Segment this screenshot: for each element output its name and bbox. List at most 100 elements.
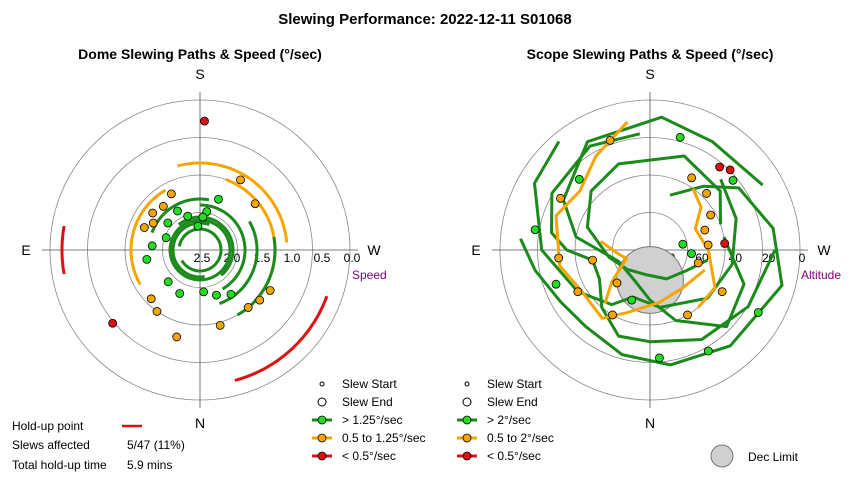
dome-point-mid — [148, 218, 158, 228]
scope-point-fast — [574, 174, 584, 184]
scope-point-mid — [717, 287, 727, 297]
dome-path-mid — [177, 161, 289, 243]
dome-point-mid — [152, 307, 162, 316]
legend-fast-marker — [317, 415, 327, 425]
scope-point-mid — [554, 253, 564, 263]
scope-radial-tick: 0 — [799, 251, 806, 265]
legend-fast-marker — [462, 415, 472, 425]
dome-point-mid — [158, 201, 168, 211]
dome-point-fast — [163, 218, 173, 228]
scope-compass-left: E — [471, 242, 480, 258]
dome-point-mid — [215, 320, 225, 330]
legend-end-marker — [317, 397, 327, 407]
legend-end-marker — [462, 397, 472, 407]
dome-legend-end: Slew End — [342, 395, 393, 409]
dome-legend-mid: 0.5 to 1.25°/sec — [342, 431, 426, 445]
dome-path-fast — [171, 221, 210, 279]
dome-point-mid — [148, 208, 158, 218]
scope-legend-end: Slew End — [487, 395, 538, 409]
scope-point-fast — [703, 346, 713, 356]
scope-point-mid — [683, 310, 692, 320]
scope-point-fast — [530, 225, 540, 235]
dome-path-fast — [200, 203, 247, 291]
scope-data — [519, 115, 784, 367]
scope-point-slow — [725, 165, 735, 175]
dome-compass-top: S — [195, 66, 204, 82]
dome-title: Dome Slewing Paths & Speed (°/sec) — [78, 46, 322, 62]
dome-point-fast — [147, 241, 157, 251]
dome-path-fast — [177, 227, 223, 273]
dome-legend-slow: < 0.5°/sec — [342, 449, 396, 463]
scope-legend-start: Slew Start — [487, 377, 542, 391]
scope-point-mid — [588, 255, 597, 265]
scope-point-mid — [702, 189, 711, 198]
holdup-affected-label: Slews affected — [12, 438, 90, 452]
dome-point-mid — [265, 286, 275, 295]
legend-start-marker — [319, 381, 325, 387]
scope-point-mid — [693, 258, 703, 268]
dome-grid: 2.5 2.0 1.5 1.0 0.5 0.0 — [42, 92, 361, 408]
scope-point-slow — [715, 162, 725, 172]
dome-point-slow — [200, 116, 209, 126]
legend-dec-limit-marker — [710, 444, 734, 468]
legend-mid-marker — [462, 433, 472, 443]
dome-radial-tick: 0.0 — [344, 251, 361, 265]
scope-legend: Slew Start Slew End > 2°/sec 0.5 to 2°/s… — [457, 377, 799, 468]
dome-point-mid — [166, 189, 176, 199]
dome-point-fast — [163, 277, 173, 287]
scope-point-fast — [687, 249, 696, 259]
scope-point-fast — [675, 132, 685, 142]
scope-point-mid — [612, 278, 622, 288]
scope-point-mid — [703, 240, 713, 250]
dome-point-mid — [146, 294, 156, 304]
dome-point-fast — [214, 194, 223, 204]
dome-point-mid — [236, 175, 245, 185]
dome-point-fast — [212, 290, 221, 300]
scope-point-mid — [706, 210, 716, 220]
scope-radial-label: Altitude — [801, 268, 841, 282]
scope-compass-top: S — [645, 66, 654, 82]
dome-point-mid — [243, 303, 253, 312]
dome-radial-label: Speed — [352, 268, 387, 282]
scope-point-fast — [655, 353, 664, 363]
holdup-info: Hold-up point Slews affected 5/47 (11%) … — [12, 419, 185, 472]
scope-compass-right: W — [817, 242, 831, 258]
dome-point-mid — [255, 295, 265, 305]
dome-point-fast — [161, 233, 171, 243]
scope-point-mid — [556, 193, 565, 203]
dome-point-fast — [226, 289, 236, 299]
scope-polar-chart: Scope Slewing Paths & Speed (°/sec) 8060… — [471, 46, 841, 431]
scope-path-fast — [550, 132, 777, 344]
dome-polar-chart: Dome Slewing Paths & Speed (°/sec) 2.5 2.… — [21, 46, 386, 431]
dome-point-fast — [183, 211, 193, 221]
scope-point-mid — [608, 310, 617, 320]
scope-path-fast — [519, 184, 784, 367]
dome-point-slow — [108, 318, 118, 328]
dome-path-mid — [129, 188, 167, 286]
scope-path-fast — [585, 154, 722, 281]
dome-legend: Slew Start Slew End > 1.25°/sec 0.5 to 1… — [312, 377, 426, 463]
dome-point-mid — [139, 223, 149, 232]
dome-radial-tick: 0.5 — [314, 251, 331, 265]
scope-point-fast — [627, 295, 637, 305]
legend-slow-marker — [317, 451, 327, 461]
dome-point-fast — [175, 289, 185, 298]
dome-compass-right: W — [367, 242, 381, 258]
dome-path-slow — [234, 295, 329, 382]
scope-point-fast — [678, 239, 688, 249]
dome-point-fast — [198, 212, 208, 222]
dome-point-mid — [172, 332, 182, 342]
holdup-time-value: 5.9 mins — [127, 458, 172, 472]
legend-mid-marker — [317, 433, 327, 443]
dome-point-fast — [193, 221, 203, 231]
dome-radial-tick: 1.0 — [284, 251, 301, 265]
dome-point-fast — [173, 206, 182, 216]
dome-point-fast — [199, 287, 209, 297]
dome-point-fast — [142, 254, 152, 264]
scope-point-mid — [573, 287, 583, 297]
scope-path-mid — [599, 240, 628, 305]
scope-compass-bottom: N — [645, 415, 655, 431]
holdup-time-label: Total hold-up time — [12, 458, 107, 472]
scope-point-mid — [605, 135, 615, 145]
